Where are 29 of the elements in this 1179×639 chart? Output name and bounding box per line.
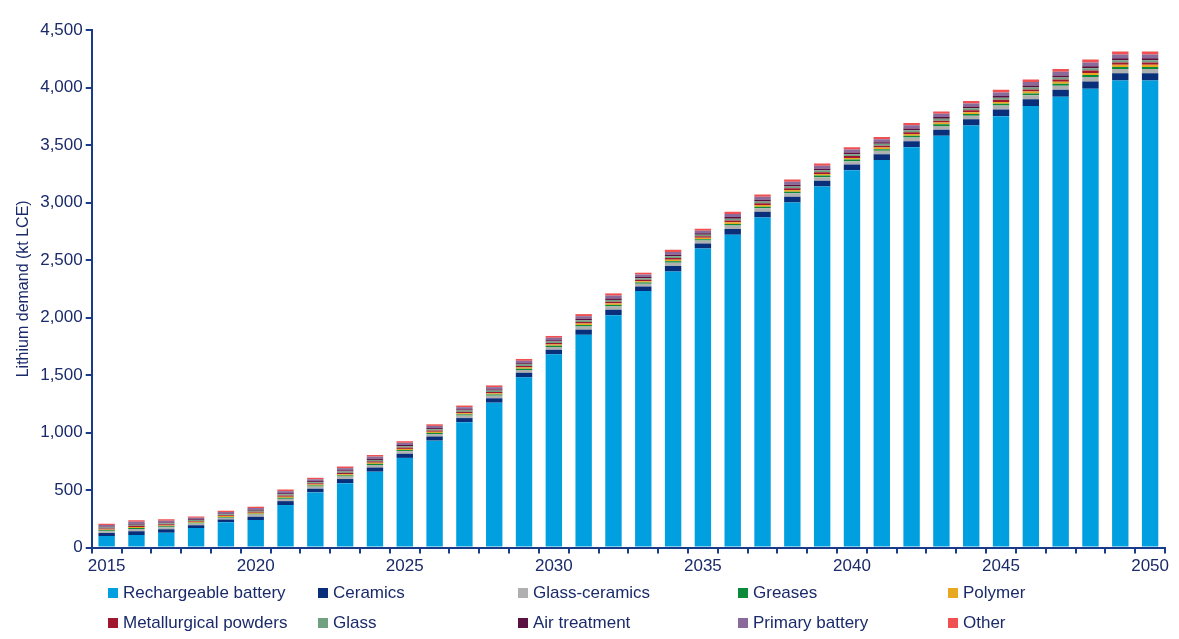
- legend-label: Greases: [753, 583, 818, 603]
- y-tick-label: 2,500: [40, 249, 83, 269]
- y-tick-label: 1,500: [40, 364, 83, 384]
- x-tick-label: 2035: [683, 556, 722, 576]
- legend-label: Polymer: [963, 583, 1026, 603]
- x-tick-label: 2045: [982, 556, 1020, 576]
- legend-label: Air treatment: [533, 613, 631, 633]
- legend-label: Other: [963, 613, 1006, 633]
- y-tick-label: 500: [54, 479, 83, 499]
- legend-label: Ceramics: [333, 583, 405, 603]
- y-tick-label: 3,000: [40, 192, 83, 212]
- legend-label: Glass-ceramics: [533, 583, 651, 603]
- y-tick-label: 3,500: [40, 134, 83, 154]
- x-tick-label: 2050: [1131, 556, 1170, 576]
- y-tick-label: 2,000: [40, 307, 83, 327]
- legend-label: Glass: [333, 613, 377, 633]
- legend-label: Metallurgical powders: [123, 613, 288, 633]
- x-tick-label: 2020: [236, 556, 275, 576]
- y-tick-label: 0: [73, 537, 83, 557]
- x-tick-label: 2040: [833, 556, 871, 576]
- legend-label: Rechargeable battery: [123, 583, 286, 603]
- legend-label: Primary battery: [753, 613, 869, 633]
- x-tick-label: 2030: [534, 556, 573, 576]
- x-tick-label: 2025: [385, 556, 424, 576]
- x-tick-label: 2015: [87, 556, 126, 576]
- y-tick-label: 4,500: [40, 19, 83, 39]
- y-axis-title: Lithium demand (kt LCE): [14, 200, 32, 378]
- y-tick-label: 4,000: [40, 77, 83, 97]
- y-tick-label: 1,000: [40, 422, 83, 442]
